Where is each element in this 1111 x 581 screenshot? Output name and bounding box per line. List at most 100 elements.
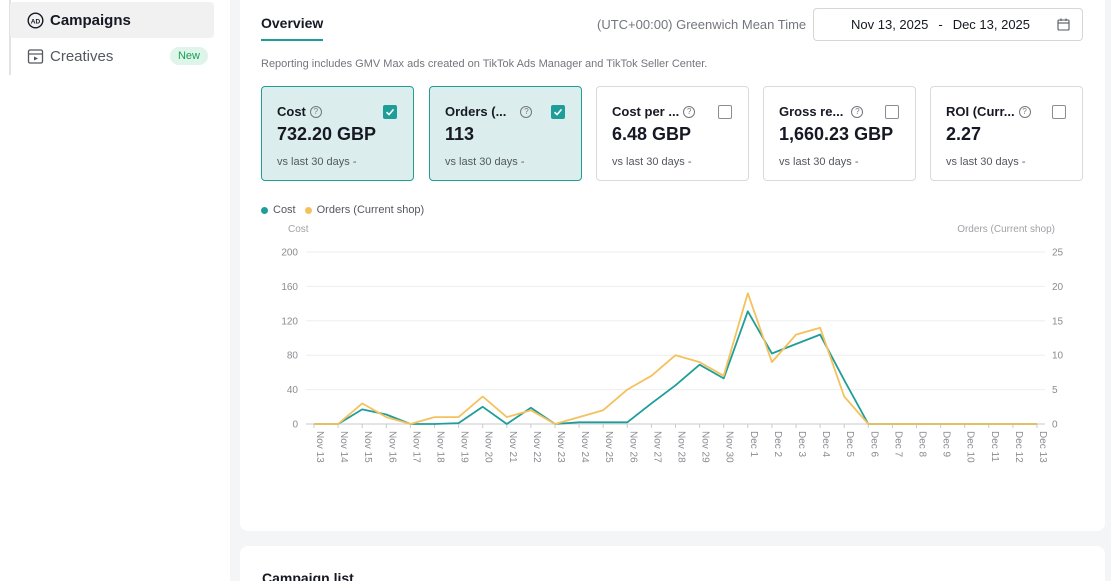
- metric-compare: vs last 30 days -: [612, 156, 692, 168]
- legend-label: Orders (Current shop): [316, 204, 425, 216]
- overview-panel: Overview (UTC+00:00) Greenwich Mean Time…: [240, 0, 1105, 531]
- metric-compare: vs last 30 days -: [946, 156, 1026, 168]
- y2-tick-label: 25: [1052, 248, 1064, 259]
- y-axis-title: Cost: [288, 224, 309, 235]
- date-separator: -: [938, 17, 943, 32]
- x-tick-label: Nov 19: [459, 431, 470, 463]
- date-range-picker[interactable]: Nov 13, 2025 - Dec 13, 2025: [813, 8, 1083, 41]
- chart-legend: Cost Orders (Current shop): [261, 204, 433, 216]
- help-icon: ?: [309, 105, 322, 118]
- x-tick-label: Dec 4: [820, 431, 831, 458]
- metric-card-orders[interactable]: Orders (...? 113 vs last 30 days -: [429, 86, 582, 181]
- x-tick-label: Dec 3: [796, 431, 807, 458]
- x-tick-label: Nov 28: [676, 431, 687, 463]
- x-tick-label: Nov 22: [531, 431, 542, 463]
- x-tick-label: Nov 23: [555, 431, 566, 463]
- y-tick-label: 0: [292, 420, 298, 431]
- metric-value: 2.27: [946, 124, 982, 144]
- metric-checkbox[interactable]: [551, 105, 565, 119]
- legend-dot: [304, 206, 312, 214]
- x-tick-label: Dec 8: [917, 431, 928, 458]
- y2-tick-label: 0: [1052, 420, 1058, 431]
- metric-compare: vs last 30 days -: [445, 156, 525, 168]
- series-line-cost: [314, 310, 1037, 425]
- tab-overview[interactable]: Overview: [261, 15, 324, 41]
- metric-label: Cost per ...: [612, 104, 680, 119]
- x-tick-label: Nov 15: [362, 431, 373, 463]
- metric-card-roi[interactable]: ROI (Curr...? 2.27 vs last 30 days -: [930, 86, 1083, 181]
- metric-card-cost[interactable]: Cost? 732.20 GBP vs last 30 days -: [261, 86, 414, 181]
- new-badge: New: [169, 47, 208, 65]
- metric-checkbox[interactable]: [718, 105, 732, 119]
- x-tick-label: Dec 5: [844, 431, 855, 458]
- metric-value: 6.48 GBP: [612, 124, 692, 144]
- campaign-list-panel: Campaign list: [240, 546, 1105, 581]
- svg-text:AD: AD: [30, 18, 40, 25]
- metric-label: ROI (Curr...: [946, 104, 1015, 119]
- metric-card-gross-revenue[interactable]: Gross re...? 1,660.23 GBP vs last 30 day…: [763, 86, 916, 181]
- calendar-icon: [1057, 18, 1070, 34]
- x-tick-label: Nov 29: [700, 431, 711, 463]
- metric-value: 1,660.23 GBP: [779, 124, 894, 144]
- metric-label: Gross re...: [779, 104, 844, 119]
- help-icon: ?: [851, 105, 864, 118]
- line-chart: Cost Orders (Current shop) 0 0 40 5 80 10 120 15 1…: [281, 224, 1064, 463]
- x-tick-label: Nov 13: [314, 431, 325, 463]
- x-tick-label: Nov 25: [603, 431, 614, 463]
- date-start: Nov 13, 2025: [851, 17, 929, 32]
- sidebar-divider: [9, 0, 11, 75]
- x-tick-label: Nov 30: [724, 431, 735, 463]
- metric-checkbox[interactable]: [383, 105, 397, 119]
- sidebar-item-label: Creatives: [50, 47, 114, 65]
- y2-tick-label: 15: [1052, 316, 1064, 327]
- x-tick-label: Nov 27: [651, 431, 662, 463]
- x-tick-label: Dec 13: [1037, 431, 1048, 463]
- sidebar-item-campaigns[interactable]: AD Campaigns: [10, 2, 214, 38]
- y-tick-label: 200: [281, 248, 298, 259]
- date-end: Dec 13, 2025: [952, 17, 1031, 32]
- checkmark-icon: [385, 108, 395, 116]
- campaign-list-title: Campaign list: [262, 570, 354, 581]
- checkmark-icon: [553, 108, 563, 116]
- ad-icon: AD: [26, 11, 44, 29]
- metric-label: Cost: [277, 104, 306, 119]
- metric-label: Orders (...: [445, 104, 507, 119]
- x-tick-label: Nov 20: [483, 431, 494, 463]
- y-tick-label: 160: [281, 282, 298, 293]
- creative-icon: [26, 47, 44, 65]
- x-tick-label: Dec 11: [989, 431, 1000, 462]
- x-tick-label: Dec 9: [941, 431, 952, 458]
- metric-checkbox[interactable]: [885, 105, 899, 119]
- y-tick-label: 40: [287, 385, 299, 396]
- help-icon: ?: [520, 105, 533, 118]
- x-tick-label: Nov 21: [507, 431, 518, 463]
- x-tick-label: Nov 26: [627, 431, 638, 463]
- legend-item-orders[interactable]: Orders (Current shop): [304, 204, 425, 216]
- y2-axis-title: Orders (Current shop): [957, 224, 1055, 235]
- y2-tick-label: 20: [1052, 282, 1064, 293]
- x-tick-label: Dec 2: [772, 431, 783, 458]
- y-tick-label: 120: [281, 316, 298, 327]
- metric-card-cost-per-order[interactable]: Cost per ...? 6.48 GBP vs last 30 days -: [596, 86, 749, 181]
- x-tick-label: Dec 6: [868, 431, 879, 458]
- metric-value: 732.20 GBP: [277, 124, 377, 144]
- timezone-label: (UTC+00:00) Greenwich Mean Time: [597, 17, 807, 32]
- x-tick-label: Nov 24: [579, 431, 590, 463]
- metric-checkbox[interactable]: [1052, 105, 1066, 119]
- legend-label: Cost: [273, 204, 296, 216]
- metric-value: 113: [445, 124, 475, 144]
- y-tick-label: 80: [287, 351, 299, 362]
- x-tick-label: Dec 1: [748, 431, 759, 458]
- x-tick-label: Nov 17: [410, 431, 421, 463]
- metric-compare: vs last 30 days -: [779, 156, 859, 168]
- x-tick-label: Dec 7: [892, 431, 903, 458]
- help-icon: ?: [1018, 105, 1031, 118]
- x-tick-label: Dec 12: [1013, 431, 1024, 463]
- legend-dot: [261, 206, 268, 214]
- sidebar-item-label: Campaigns: [50, 11, 131, 29]
- sidebar: AD Campaigns Creatives New: [0, 0, 230, 581]
- x-tick-label: Dec 10: [965, 431, 976, 463]
- y2-tick-label: 10: [1052, 351, 1064, 362]
- legend-item-cost[interactable]: Cost: [261, 204, 296, 216]
- sidebar-item-creatives[interactable]: Creatives New: [10, 38, 214, 74]
